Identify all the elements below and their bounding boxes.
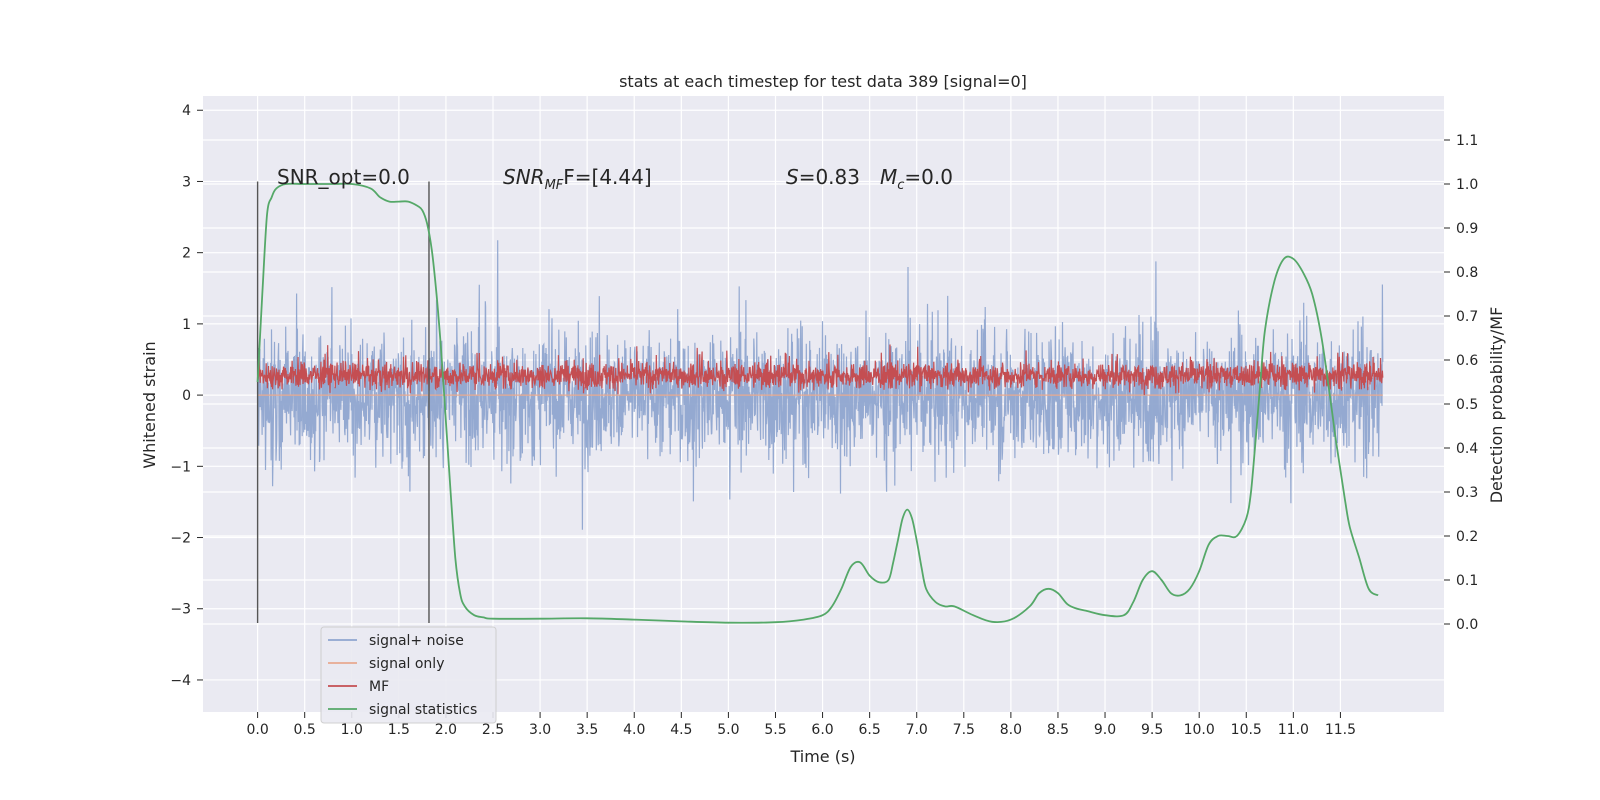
y-tick-label: −3: [170, 602, 191, 618]
x-tick-label: 1.5: [388, 722, 410, 738]
annotation-mc: Mc=0.0: [880, 165, 953, 193]
y2-tick-label: 0.7: [1456, 309, 1478, 325]
event-markers: [256, 181, 430, 623]
y2-tick-label: 0.9: [1456, 221, 1478, 237]
legend-label-signal-noise: signal+ noise: [369, 633, 464, 649]
mc-value: =0.0: [904, 165, 953, 189]
y-tick-label: −4: [170, 673, 191, 689]
x-tick-label: 0.0: [246, 722, 268, 738]
x-tick-label: 1.0: [341, 722, 363, 738]
y2-tick-label: 0.0: [1456, 617, 1478, 633]
x-tick-label: 5.5: [764, 722, 786, 738]
legend-box: [320, 626, 497, 724]
x-axis-ticks: 0.0 0.5 1.0 1.5 2.0 2.5 3.0 3.5 4.0 4.5 5.0 5.5 6.0 6…: [246, 712, 1356, 738]
x-tick-label: 4.5: [670, 722, 692, 738]
y2-tick-label: 0.1: [1456, 573, 1478, 589]
s-value: =0.83: [799, 165, 860, 189]
y2-axis-label: Detection probability/MF: [1487, 307, 1506, 504]
series-signal-statistics: [256, 182, 1379, 624]
y2-tick-label: 0.6: [1456, 353, 1478, 369]
y2-tick-label: 1.0: [1456, 177, 1478, 193]
x-tick-label: 6.0: [811, 722, 833, 738]
x-tick-label: 3.5: [576, 722, 598, 738]
annotation-snr-opt: SNR_opt=0.0: [277, 165, 410, 189]
legend-label-signal-only: signal only: [369, 656, 444, 672]
x-tick-label: 6.5: [859, 722, 881, 738]
annotation-s: S=0.83: [786, 165, 860, 189]
x-tick-label: 10.0: [1184, 722, 1215, 738]
s-label: S: [786, 165, 799, 189]
mc-sub: c: [897, 178, 904, 193]
y2-tick-label: 0.3: [1456, 485, 1478, 501]
x-tick-label: 0.5: [294, 722, 316, 738]
y2-tick-label: 0.8: [1456, 265, 1478, 281]
x-tick-label: 8.0: [1000, 722, 1022, 738]
legend: signal+ noise signal only MF signal stat…: [320, 626, 497, 724]
legend-label-signal-statistics: signal statistics: [369, 702, 477, 718]
x-tick-label: 8.5: [1047, 722, 1069, 738]
snr-mf-label: SNR: [503, 165, 545, 189]
x-tick-label: 5.0: [717, 722, 739, 738]
legend-label-mf: MF: [369, 679, 389, 695]
chart-title: stats at each timestep for test data 389…: [619, 72, 1027, 91]
snr-mf-sub: MF: [545, 178, 564, 193]
y-tick-label: 0: [182, 388, 191, 404]
x-tick-label: 10.5: [1231, 722, 1262, 738]
y-tick-label: −1: [170, 459, 191, 475]
x-tick-label: 3.0: [529, 722, 551, 738]
x-tick-label: 2.0: [435, 722, 457, 738]
y-tick-label: 4: [182, 103, 191, 119]
y-tick-label: 2: [182, 246, 191, 262]
y-axis-ticks: −4 −3 −2 −1 0 1 2 3 4: [170, 103, 203, 689]
y-axis-label: Whitened strain: [140, 341, 159, 468]
x-tick-label: 7.0: [906, 722, 928, 738]
mc-label: M: [880, 165, 897, 189]
y2-axis-ticks: 0.0 0.1 0.2 0.3 0.4 0.5 0.6 0.7 0.8 0.9 1.0 1.1: [1444, 133, 1478, 633]
x-tick-label: 4.0: [623, 722, 645, 738]
y-tick-label: 3: [182, 174, 191, 190]
mf-line: [257, 344, 1384, 396]
y-tick-label: 1: [182, 317, 191, 333]
y-tick-label: −2: [170, 531, 191, 547]
x-axis-label: Time (s): [789, 747, 855, 766]
y2-tick-label: 0.2: [1456, 529, 1478, 545]
x-tick-label: 2.5: [482, 722, 504, 738]
series-mf: [257, 344, 1384, 396]
signal-statistics-line: [256, 182, 1379, 624]
x-tick-label: 9.0: [1094, 722, 1116, 738]
x-tick-label: 11.5: [1325, 722, 1356, 738]
x-tick-label: 11.0: [1278, 722, 1309, 738]
snr-mf-value: F=[4.44]: [563, 165, 651, 189]
y2-tick-label: 0.4: [1456, 441, 1478, 457]
x-tick-label: 7.5: [953, 722, 975, 738]
x-tick-label: 9.5: [1141, 722, 1163, 738]
y2-tick-label: 0.5: [1456, 397, 1478, 413]
annotation-snr-mf: SNRMFF=[4.44]: [503, 165, 652, 193]
y2-tick-label: 1.1: [1456, 133, 1478, 149]
